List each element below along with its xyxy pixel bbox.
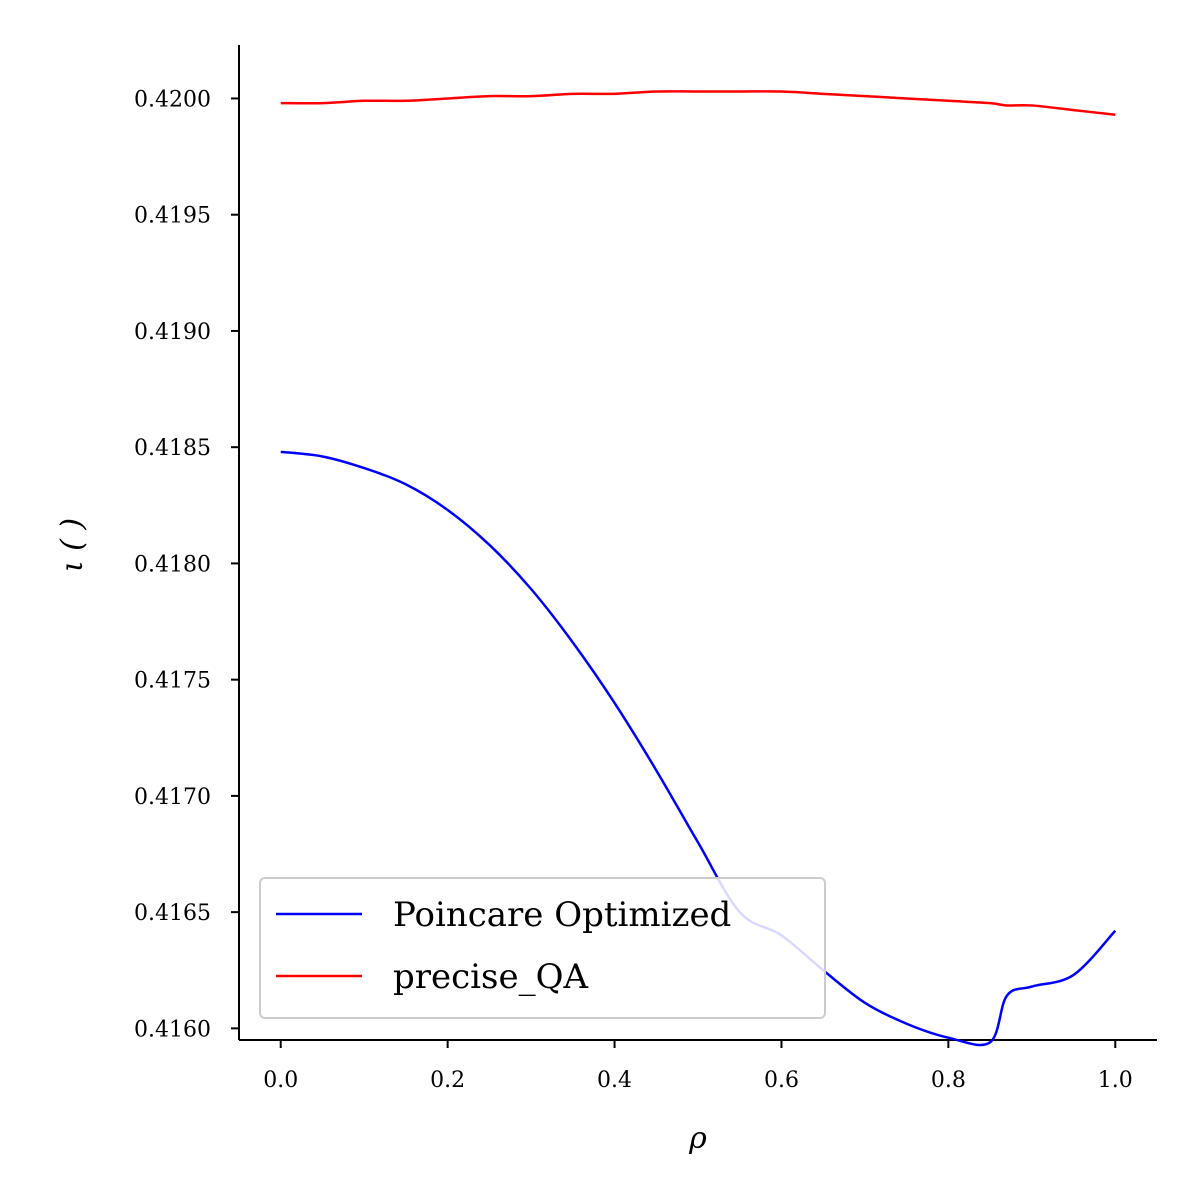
x-tick-label: 0.8	[931, 1068, 966, 1093]
x-tick-label: 0.2	[430, 1068, 465, 1093]
legend: Poincare Optimized precise_QA	[259, 877, 826, 1019]
series-lines	[280, 90, 1117, 1047]
x-tick-label: 0.4	[597, 1068, 632, 1093]
x-tick-label: 1.0	[1098, 1068, 1133, 1093]
y-tick-label: 0.4185	[134, 436, 211, 461]
y-tick-label: 0.4195	[134, 204, 211, 229]
legend-box	[259, 877, 826, 1019]
y-tick-label: 0.4160	[134, 1017, 211, 1042]
y-tick-label: 0.4175	[134, 669, 211, 694]
x-axis-label: ρ	[688, 1121, 707, 1156]
y-axis-label: ι ( )	[55, 518, 90, 572]
y-tick-label: 0.4180	[134, 552, 211, 577]
legend-label-precise-qa: precise_QA	[393, 957, 588, 997]
axes	[238, 45, 1157, 1041]
x-tick-label: 0.6	[764, 1068, 799, 1093]
y-tick-label: 0.4190	[134, 320, 211, 345]
x-tick-label: 0.0	[263, 1068, 298, 1093]
y-tick-label: 0.4200	[134, 87, 211, 112]
ticks: 0.0 0.2 0.4 0.6 0.8 1.0 0.4160 0.4165 0.4170 0.41…	[134, 87, 1133, 1093]
legend-label-poincare-optimized: Poincare Optimized	[393, 895, 731, 935]
y-tick-label: 0.4170	[134, 785, 211, 810]
series-line-precise-qa	[280, 90, 1116, 116]
y-tick-label: 0.4165	[134, 901, 211, 926]
series-line-poincare-optimized	[280, 450, 1117, 1047]
